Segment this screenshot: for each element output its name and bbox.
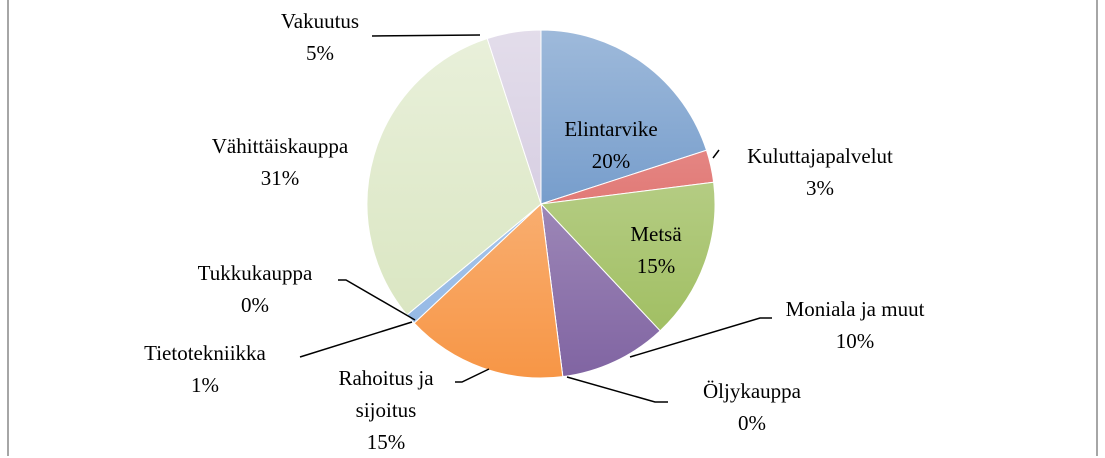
value-label: 15% (366, 430, 406, 454)
value-label: 5% (306, 41, 334, 65)
category-label: Rahoitus ja sijoitus (338, 366, 434, 422)
category-label: Vakuutus (280, 9, 360, 33)
slice-label: Kuluttajapalvelut 3% (710, 140, 930, 204)
category-label: Vähittäiskauppa (211, 134, 349, 158)
value-label: 0% (241, 293, 269, 317)
leader-line (566, 376, 668, 403)
slice-label: Tietotekniikka 1% (105, 337, 305, 401)
slice-label: Elintarvike 20% (521, 113, 701, 177)
slice-label: Rahoitus ja sijoitus 15% (311, 362, 461, 458)
value-label: 0% (738, 411, 766, 435)
value-label: 1% (191, 373, 219, 397)
value-label: 15% (636, 254, 676, 278)
leader-line (299, 321, 413, 358)
category-label: Tietotekniikka (144, 341, 266, 365)
category-label: Metsä (630, 222, 682, 246)
leader-line (455, 368, 490, 383)
slice-label: Tukkukauppa 0% (165, 257, 345, 321)
category-label: Moniala ja muut (785, 297, 925, 321)
value-label: 3% (806, 176, 834, 200)
category-label: Tukkukauppa (197, 261, 313, 285)
category-label: Kuluttajapalvelut (747, 144, 893, 168)
category-label: Elintarvike (564, 117, 658, 141)
slice-label: Metsä 15% (596, 218, 716, 282)
category-label: Öljykauppa (703, 379, 801, 403)
leader-line (371, 34, 481, 37)
leader-line (629, 317, 772, 358)
value-label: 10% (835, 329, 875, 353)
leader-line (712, 149, 720, 159)
slice-label: Öljykauppa 0% (682, 375, 822, 439)
slice-label: Vähittäiskauppa 31% (170, 130, 390, 194)
slice-label: Vakuutus 5% (245, 5, 395, 69)
slice-label: Moniala ja muut 10% (745, 293, 965, 357)
value-label: 20% (591, 149, 631, 173)
value-label: 31% (260, 166, 300, 190)
leader-line (338, 279, 416, 321)
